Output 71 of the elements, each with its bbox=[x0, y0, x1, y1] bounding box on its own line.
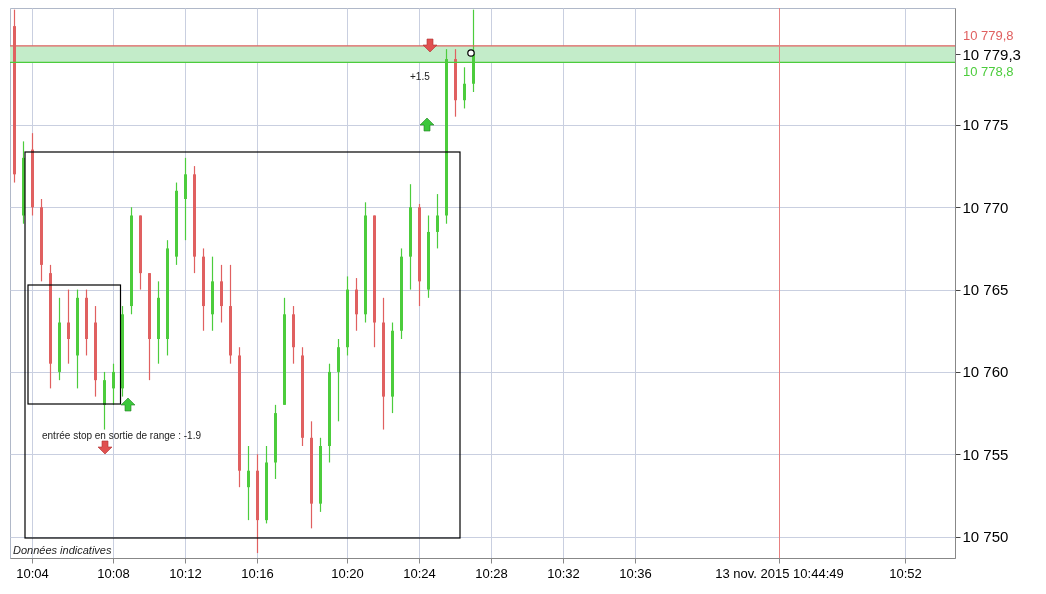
x-tick-label: 10:52 bbox=[889, 565, 922, 581]
x-tick-label: 10:08 bbox=[97, 565, 130, 581]
candlestick bbox=[265, 445, 268, 525]
candlestick bbox=[103, 371, 106, 431]
candlestick bbox=[58, 297, 61, 381]
x-tick-label: 10:36 bbox=[619, 565, 652, 581]
candlestick bbox=[283, 297, 286, 406]
x-tick-label: 13 nov. 2015 10:44:49 bbox=[715, 565, 844, 581]
y-tick-label: 10 765 bbox=[962, 281, 1009, 299]
annotation: +1.5 bbox=[410, 71, 431, 82]
candlestick bbox=[184, 157, 187, 241]
candlestick bbox=[85, 288, 88, 357]
candlestick bbox=[256, 453, 259, 554]
candlestick bbox=[40, 198, 43, 282]
candlestick bbox=[337, 338, 340, 422]
candlestick bbox=[238, 346, 241, 488]
candlestick bbox=[391, 321, 394, 414]
candlestick bbox=[328, 363, 331, 464]
y-tick-label: 10 770 bbox=[962, 198, 1009, 216]
x-tick-label: 10:16 bbox=[241, 565, 274, 581]
candlestick bbox=[463, 66, 466, 110]
candlestick bbox=[157, 280, 160, 365]
candlestick bbox=[211, 256, 214, 332]
candlestick bbox=[373, 214, 376, 348]
candlestick bbox=[418, 203, 421, 307]
candlestick bbox=[427, 214, 430, 299]
candlestick bbox=[310, 420, 313, 529]
candlestick bbox=[76, 288, 79, 389]
candlestick bbox=[112, 363, 115, 406]
candlestick bbox=[364, 201, 367, 324]
y-tick-label: 10 755 bbox=[962, 445, 1009, 463]
candlestick bbox=[220, 264, 223, 324]
candlestick bbox=[130, 206, 133, 315]
ref-line-label: 10 779,8 bbox=[963, 27, 1014, 43]
candlestick bbox=[454, 48, 457, 118]
x-tick-label: 10:28 bbox=[475, 565, 508, 581]
candlestick bbox=[346, 275, 349, 357]
annotation: entrée stop en sortie de range : -1.9 bbox=[42, 430, 202, 441]
y-tick-label: 10 750 bbox=[962, 528, 1009, 546]
candlestick bbox=[247, 445, 250, 521]
candlestick bbox=[292, 305, 295, 365]
candlestick bbox=[148, 272, 151, 381]
candlestick bbox=[94, 305, 97, 398]
candlestick bbox=[202, 247, 205, 332]
candlestick bbox=[319, 437, 322, 513]
candlestick bbox=[139, 214, 142, 291]
candlestick bbox=[121, 305, 124, 398]
y-tick-label: 10 779,3 bbox=[962, 45, 1021, 63]
candlestick bbox=[355, 277, 358, 332]
candlestick bbox=[67, 288, 70, 365]
y-tick-label: 10 775 bbox=[962, 116, 1009, 134]
x-tick-label: 10:04 bbox=[16, 565, 49, 581]
x-tick-label: 10:32 bbox=[547, 565, 580, 581]
candlestick bbox=[409, 183, 412, 291]
candlestick bbox=[175, 181, 178, 266]
annotation: Données indicatives bbox=[13, 544, 112, 556]
candlestick bbox=[31, 132, 34, 217]
x-tick-label: 10:24 bbox=[403, 565, 436, 581]
candlestick bbox=[382, 297, 385, 431]
candlestick bbox=[301, 346, 304, 447]
candlestick bbox=[274, 404, 277, 480]
ref-line-label: 10 778,8 bbox=[963, 64, 1014, 80]
candlestick bbox=[229, 264, 232, 365]
candlestick bbox=[49, 264, 52, 389]
y-tick-label: 10 760 bbox=[962, 363, 1009, 381]
candlestick bbox=[166, 239, 169, 357]
candlestick bbox=[400, 247, 403, 340]
x-tick-label: 10:12 bbox=[169, 565, 202, 581]
candlestick bbox=[193, 165, 196, 274]
candlestick bbox=[436, 193, 439, 250]
x-tick-label: 10:20 bbox=[331, 565, 364, 581]
